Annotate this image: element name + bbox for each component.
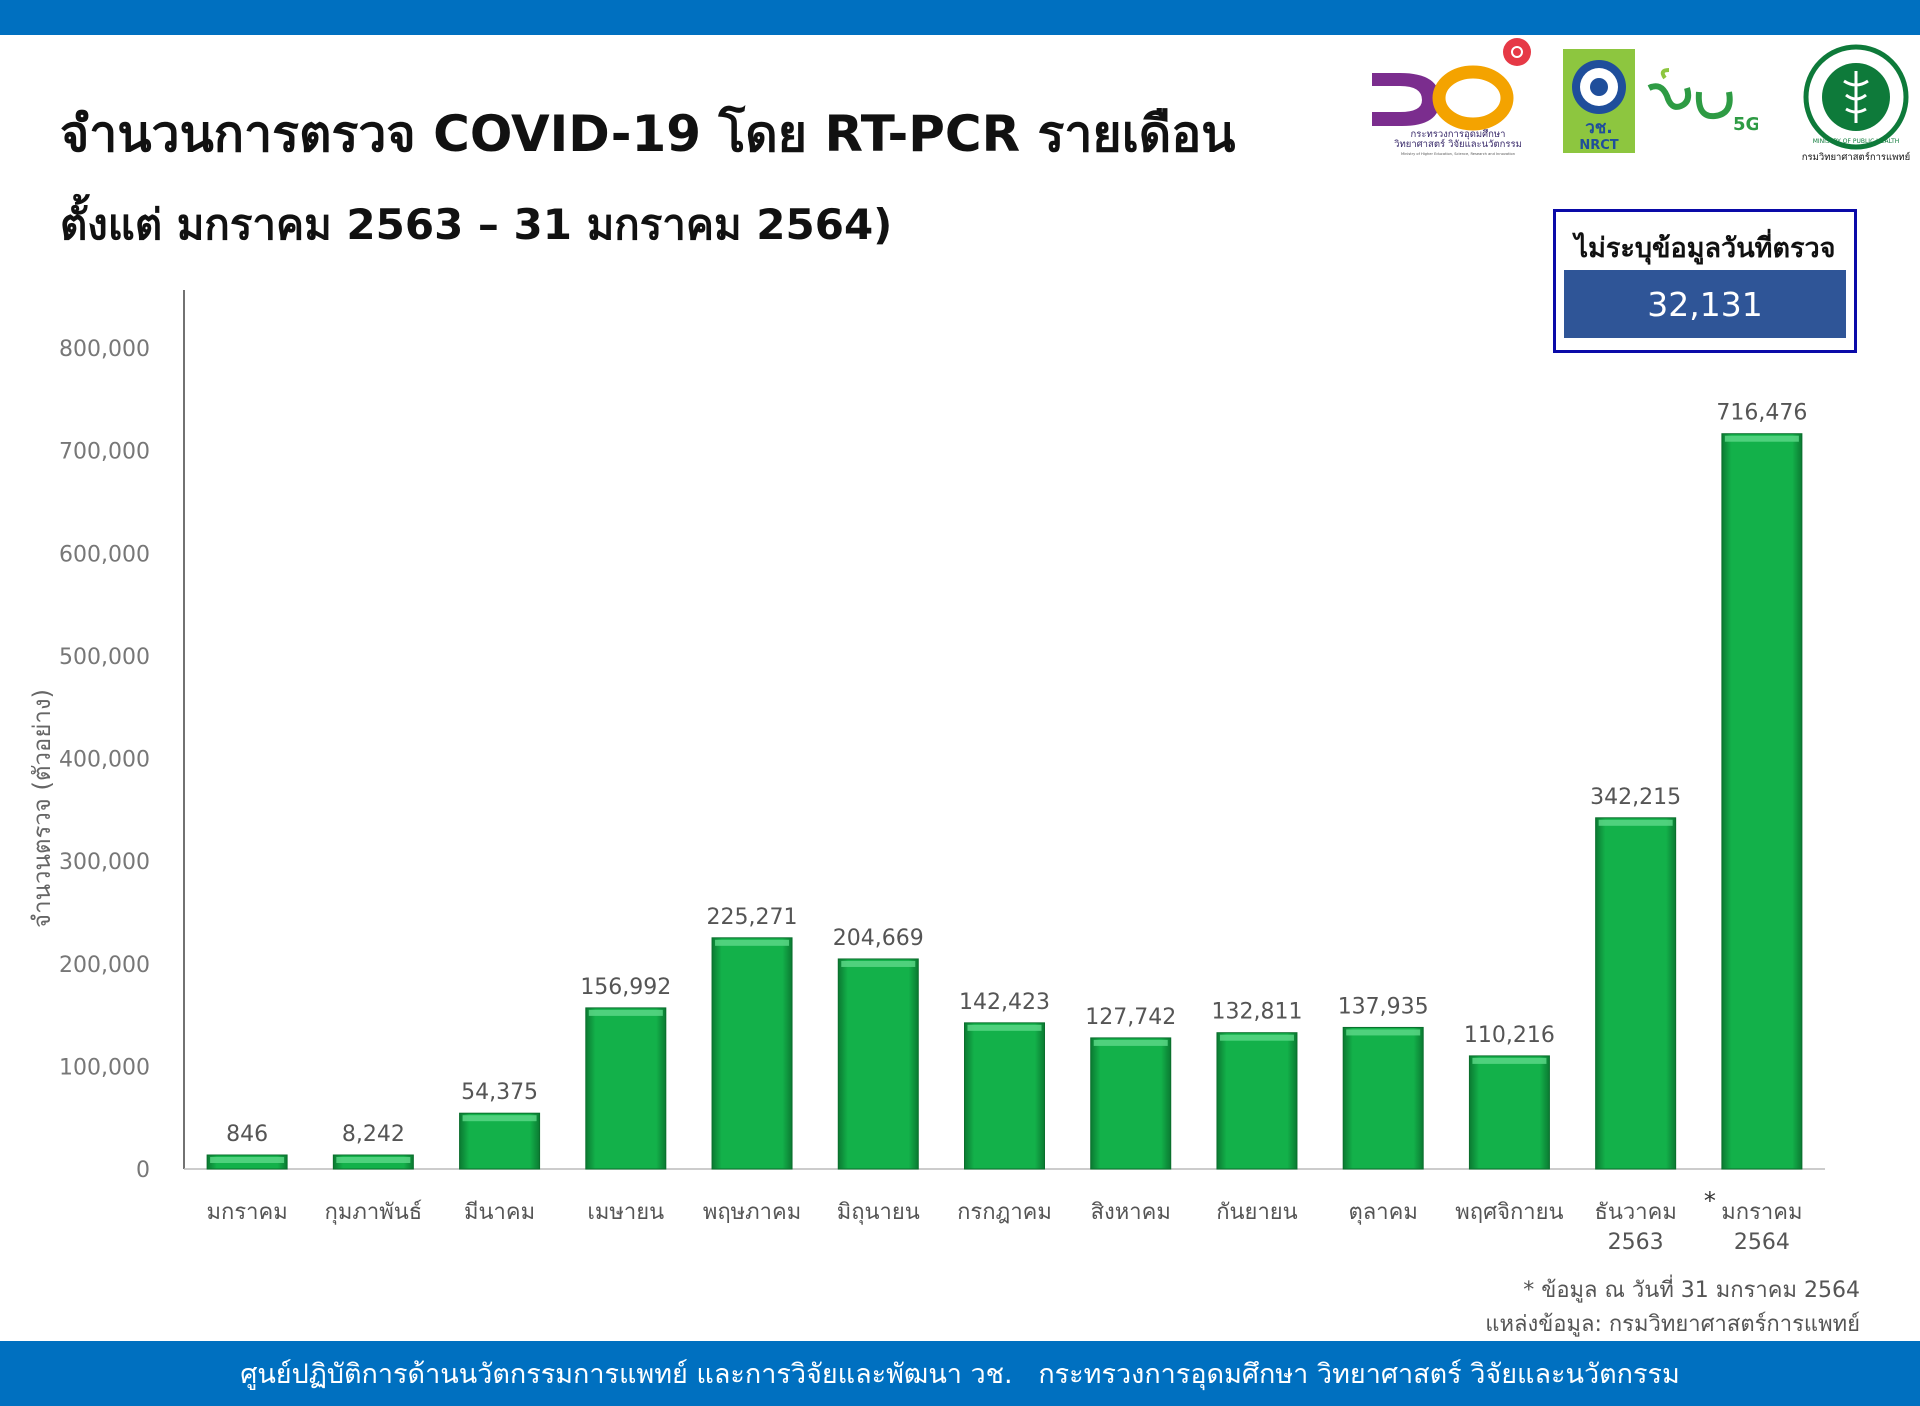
y-tick-label: 0 [136,1158,150,1183]
x-tick-label: ตุลาคม [1349,1200,1418,1225]
bar-value-label: 716,476 [1716,401,1807,426]
bar-highlight [462,1115,537,1122]
x-tick-label: กรกฎาคม [957,1200,1052,1225]
bar-highlight [1093,1039,1168,1046]
footnote-source: แหล่งข้อมูล: กรมวิทยาศาสตร์การแพทย์ [1485,1312,1860,1337]
bar [1090,1037,1172,1170]
bar-value-label: 132,811 [1211,1000,1302,1025]
bar-value-label: 137,935 [1338,994,1429,1019]
moph-seal: MINISTRY OF PUBLIC HEALTH กรมวิทยาศาสตร์… [1802,44,1910,163]
bar-highlight [1346,1029,1421,1036]
footer-text: ศูนย์ปฏิบัติการด้านนวัตกรรมการแพทย์ และก… [240,1359,1680,1390]
y-tick-label: 600,000 [59,542,150,567]
top-bar [0,0,1920,35]
y-tick-label: 100,000 [59,1055,150,1080]
nrct-logo: วช. NRCT [1563,49,1635,153]
unknown-date-value: 32,131 [1564,270,1846,338]
moph-seal-text: MINISTRY OF PUBLIC HEALTH [1813,138,1900,145]
x-tick-label: 2563 [1608,1230,1664,1255]
bar-value-label: 156,992 [580,975,671,1000]
bar-highlight [588,1009,663,1016]
monthly-rtpcr-bar-chart: 0 100,000 200,000 300,000 400,000 500,000 600,… [28,290,1825,1255]
bar-value-label: 342,215 [1590,785,1681,810]
bar [964,1022,1045,1170]
bar [711,937,793,1170]
x-tick-label: สิงหาคม [1091,1200,1171,1225]
mhesi-line2: วิทยาศาสตร์ วิจัยและนวัตกรรม [1393,138,1521,150]
x-tick-label: ธันวาคม [1594,1200,1676,1225]
bar-highlight [1724,435,1799,442]
nrct-en-label: NRCT [1579,138,1618,153]
x-tick-label: มกราคม [1721,1200,1802,1225]
y-tick-label: 400,000 [59,748,150,773]
x-tick-label: พฤษภาคม [703,1200,801,1225]
x-tick-label: มีนาคม [464,1200,535,1225]
x-tick-marker: * [1704,1187,1716,1215]
y-tick-label: 700,000 [59,440,150,465]
bar-highlight [210,1157,285,1163]
bar-highlight [1472,1057,1547,1064]
x-tick-label: 2564 [1734,1230,1790,1255]
bar-value-label: 54,375 [461,1080,538,1105]
bar [585,1007,667,1170]
y-tick-label: 800,000 [59,337,150,362]
dmsc-label: กรมวิทยาศาสตร์การแพทย์ [1802,151,1910,163]
bar-value-label: 127,742 [1085,1005,1176,1030]
bar [837,958,919,1170]
bar-value-label: 846 [226,1122,268,1147]
page-subtitle: ตั้งแต่ มกราคม 2563 – 31 มกราคม 2564) [60,200,893,249]
bar [1721,433,1803,1170]
bar [1468,1055,1550,1170]
bar [1216,1032,1298,1170]
x-tick-label: กันยายน [1216,1200,1298,1225]
nrct-5g-logo: 5G [1647,68,1758,135]
footer-bar: ศูนย์ปฏิบัติการด้านนวัตกรรมการแพทย์ และก… [0,1341,1920,1406]
bar-value-label: 142,423 [959,990,1050,1015]
bar-highlight [1598,819,1673,826]
mhesi-line1: กระทรวงการอุดมศึกษา [1411,129,1506,140]
y-axis-title: จำนวนตรวจ (ตัวอย่าง) [28,689,56,928]
bar-highlight [841,960,916,967]
x-tick-label: พฤศจิกายน [1455,1200,1563,1225]
y-tick-label: 200,000 [59,953,150,978]
bar-highlight [967,1024,1042,1031]
bar-value-label: 110,216 [1464,1023,1555,1048]
x-tick-label: มิถุนายน [837,1200,920,1225]
x-tick-label: เมษายน [587,1200,664,1225]
bar-highlight [336,1157,411,1163]
fiveg-label: 5G [1733,114,1758,135]
nrct-thai-label: วช. [1585,118,1613,138]
mhesi-line3: Ministry of Higher Education, Science, R… [1401,152,1515,156]
bar-highlight [715,939,790,946]
x-tick-label: มกราคม [207,1200,288,1225]
bar-value-label: 225,271 [707,905,798,930]
bar-value-label: 8,242 [342,1122,405,1147]
bar [1595,817,1677,1170]
unknown-date-label: ไม่ระบุข้อมูลวันที่ตรวจ [1574,233,1836,264]
footnote-note: * ข้อมูล ณ วันที่ 31 มกราคม 2564 [1523,1278,1860,1303]
bar-highlight [1219,1034,1294,1041]
page-title: จำนวนการตรวจ COVID-19 โดย RT-PCR รายเดือ… [60,105,1236,163]
bar [459,1112,541,1170]
y-tick-label: 300,000 [59,850,150,875]
mhesi-logo: กระทรวงการอุดมศึกษา วิทยาศาสตร์ วิจัยและ… [1372,38,1531,156]
logo-strip: กระทรวงการอุดมศึกษา วิทยาศาสตร์ วิจัยและ… [1360,38,1920,163]
bar-value-label: 204,669 [833,926,924,951]
y-tick-label: 500,000 [59,645,150,670]
x-tick-label: กุมภาพันธ์ [325,1200,423,1225]
bar [1342,1026,1424,1170]
unknown-date-box: ไม่ระบุข้อมูลวันที่ตรวจ 32,131 [1553,209,1857,353]
